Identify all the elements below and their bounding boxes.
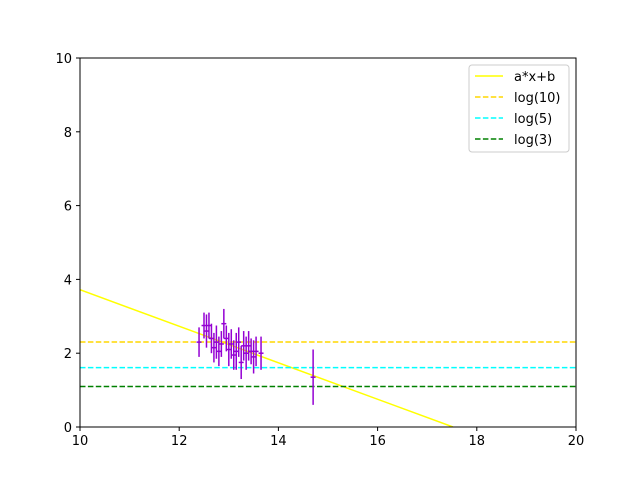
axes: 10 12 14 16 18 20 0 2 4 6 8 10 xyxy=(55,52,584,449)
data-point xyxy=(201,312,207,339)
legend-box xyxy=(468,64,570,153)
legend-label: log(3) xyxy=(514,133,552,148)
data-point xyxy=(218,331,224,357)
y-tick-label: 2 xyxy=(64,347,72,362)
data-point xyxy=(310,349,316,405)
data-point xyxy=(211,332,217,363)
y-tick-label: 0 xyxy=(64,421,72,436)
y-tick-label: 10 xyxy=(55,52,72,67)
y-tick-label: 8 xyxy=(64,126,72,141)
x-tick-label: 18 xyxy=(469,434,486,449)
x-tick-label: 14 xyxy=(270,434,287,449)
data-point xyxy=(221,308,227,339)
data-point xyxy=(204,314,209,348)
data-point xyxy=(246,331,252,361)
x-tick-label: 16 xyxy=(369,434,386,449)
data-point xyxy=(253,336,259,367)
plot-area xyxy=(80,289,576,427)
data-point xyxy=(241,331,247,361)
data-point xyxy=(243,336,249,370)
data-point xyxy=(228,329,234,359)
fit-line xyxy=(80,289,454,427)
y-tick-label: 4 xyxy=(64,273,72,288)
data-point xyxy=(236,327,242,357)
data-point xyxy=(238,345,244,380)
data-point xyxy=(213,325,219,359)
legend: a*x+b log(10) log(5) log(3) xyxy=(468,64,570,153)
legend-label: a*x+b xyxy=(514,70,555,85)
data-point xyxy=(258,336,264,370)
data-point xyxy=(226,332,232,367)
axes-frame xyxy=(79,57,577,428)
data-point xyxy=(251,340,257,374)
data-point xyxy=(233,332,239,370)
data-point xyxy=(216,336,222,367)
data-point xyxy=(231,340,237,370)
x-tick-label: 10 xyxy=(72,434,89,449)
data-point xyxy=(206,312,212,339)
data-point xyxy=(196,327,202,357)
x-tick-label: 20 xyxy=(568,434,585,449)
x-tick-label: 12 xyxy=(171,434,188,449)
legend-label: log(10) xyxy=(514,91,561,106)
y-tick-label: 6 xyxy=(64,200,72,215)
legend-label: log(5) xyxy=(514,112,552,127)
data-point xyxy=(248,338,254,365)
data-point xyxy=(223,325,229,352)
